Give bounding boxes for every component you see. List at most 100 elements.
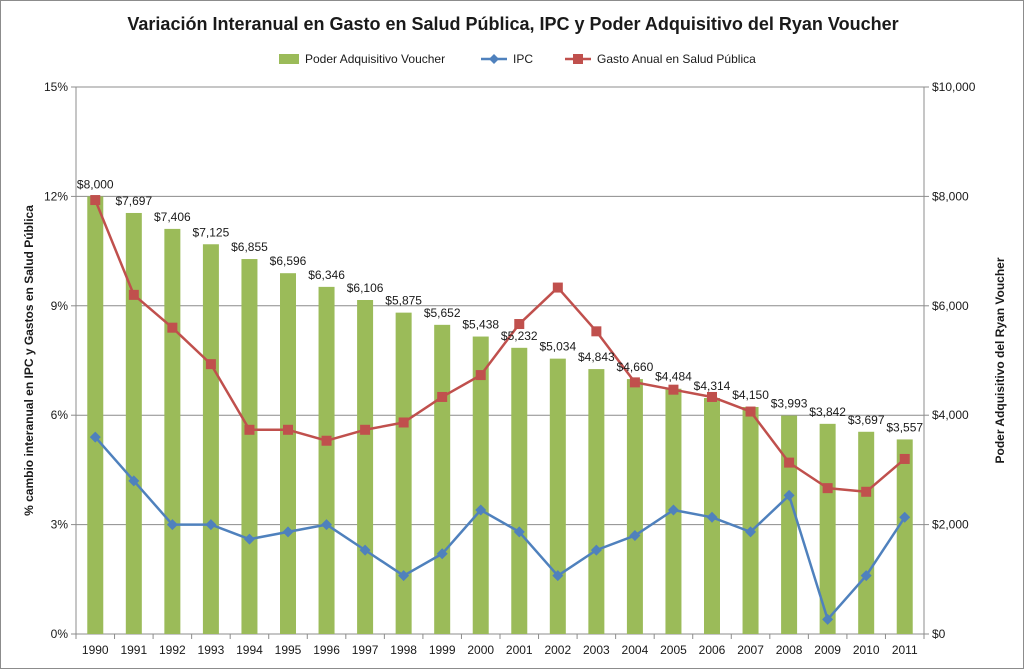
x-tick-label: 2011 [892, 643, 918, 657]
bar-data-label: $4,314 [694, 379, 731, 393]
x-tick-label: 1993 [198, 643, 225, 657]
ipc-point [359, 544, 371, 556]
gasto-point [167, 322, 178, 333]
bar [588, 369, 605, 634]
y-right-tick-label: $10,000 [932, 80, 976, 94]
x-tick-label: 2000 [467, 643, 494, 657]
plot-area: 0% 3% 6% 9% 12% 15% $0 $2,000 $4,000 $6,000 $8,000… [44, 80, 976, 657]
bar [549, 358, 566, 634]
ipc-point [282, 526, 294, 538]
gasto-point [745, 406, 756, 417]
gasto-point [784, 457, 795, 468]
x-tick-label: 1996 [313, 643, 340, 657]
bar-data-label: $7,125 [193, 225, 230, 239]
bar-data-label: $4,660 [617, 360, 654, 374]
gasto-point [321, 435, 332, 446]
x-tick-label: 2007 [737, 643, 764, 657]
x-tick-label: 1997 [352, 643, 379, 657]
x-tick-label: 1995 [275, 643, 302, 657]
y-left-tick-label: 0% [51, 627, 69, 641]
y-right-tick-label: $0 [932, 627, 946, 641]
ipc-point [552, 570, 564, 582]
gasto-point [861, 486, 872, 497]
y-right-tick-label: $8,000 [932, 189, 969, 203]
x-tick-label: 2005 [660, 643, 687, 657]
y-left-tick-label: 3% [51, 518, 69, 532]
ipc-point [745, 526, 757, 538]
legend: Poder Adquisitivo Voucher IPC Gasto Anual … [279, 52, 756, 66]
bar-data-label: $5,232 [501, 329, 538, 343]
bar-data-label: $4,150 [732, 388, 769, 402]
bar-data-label: $5,438 [462, 318, 499, 332]
ipc-point [706, 511, 718, 523]
ipc-line [94, 436, 906, 621]
bar-data-label: $3,697 [848, 413, 885, 427]
gasto-point [514, 319, 525, 330]
x-tick-label: 2002 [544, 643, 571, 657]
legend-label: Poder Adquisitivo Voucher [305, 52, 445, 66]
bar-data-label: $7,697 [115, 194, 152, 208]
ipc-point [822, 613, 834, 625]
bar-data-label: $5,034 [539, 340, 576, 354]
gasto-point [822, 483, 833, 494]
y-left-tick-label: 15% [44, 80, 68, 94]
gasto-point [899, 453, 910, 464]
bar [472, 336, 489, 634]
ipc-point [899, 511, 911, 523]
gasto-point [205, 359, 216, 370]
ipc-point [436, 548, 448, 560]
bar [781, 415, 798, 634]
x-tick-label: 2004 [622, 643, 649, 657]
x-tick-label: 2001 [506, 643, 533, 657]
ipc-point [166, 519, 178, 531]
gasto-point [398, 417, 409, 428]
bar-data-label: $4,843 [578, 350, 615, 364]
bar [395, 312, 412, 634]
y-axis-right-title: Poder Adquisitivo del Ryan Voucher [993, 257, 1007, 463]
legend-label: IPC [513, 52, 533, 66]
y-left-tick-label: 12% [44, 189, 68, 203]
bar-data-label: $8,000 [77, 177, 114, 191]
bar-data-label: $6,596 [270, 254, 307, 268]
bar [318, 286, 335, 634]
ipc-point [398, 570, 410, 582]
bar-data-label: $3,993 [771, 397, 808, 411]
bar [896, 439, 913, 634]
gasto-line [94, 199, 906, 494]
bar [626, 379, 643, 634]
x-tick-label: 1991 [120, 643, 147, 657]
ipc-point [783, 489, 795, 501]
gasto-point [360, 424, 371, 435]
bar [280, 273, 296, 634]
ipc-point [860, 570, 872, 582]
y-left-tick-label: 6% [51, 408, 69, 422]
ipc-point [667, 504, 679, 516]
bar [202, 244, 219, 634]
x-tick-label: 2006 [699, 643, 726, 657]
bar [125, 212, 142, 634]
ipc-point [243, 533, 255, 545]
y-right-tick-label: $2,000 [932, 518, 969, 532]
x-tick-label: 1994 [236, 643, 263, 657]
gasto-point [475, 370, 486, 381]
legend-marker-ipc [489, 54, 499, 64]
x-tick-label: 1999 [429, 643, 456, 657]
bar-data-label: $3,842 [809, 405, 846, 419]
gasto-point [552, 282, 563, 293]
ipc-point [205, 519, 217, 531]
bar [357, 300, 374, 634]
chart-title: Variación Interanual en Gasto en Salud P… [127, 14, 898, 34]
bar [858, 431, 875, 634]
y-right-tick-label: $6,000 [932, 299, 969, 313]
x-tick-label: 2008 [776, 643, 803, 657]
x-tick-label: 2009 [814, 643, 841, 657]
bar-data-label: $6,346 [308, 268, 345, 282]
bar [241, 259, 258, 634]
gasto-point [128, 289, 139, 300]
bar [87, 196, 104, 634]
bar-data-label: $5,652 [424, 306, 461, 320]
legend-marker-gasto [573, 54, 583, 64]
gasto-point [244, 424, 255, 435]
